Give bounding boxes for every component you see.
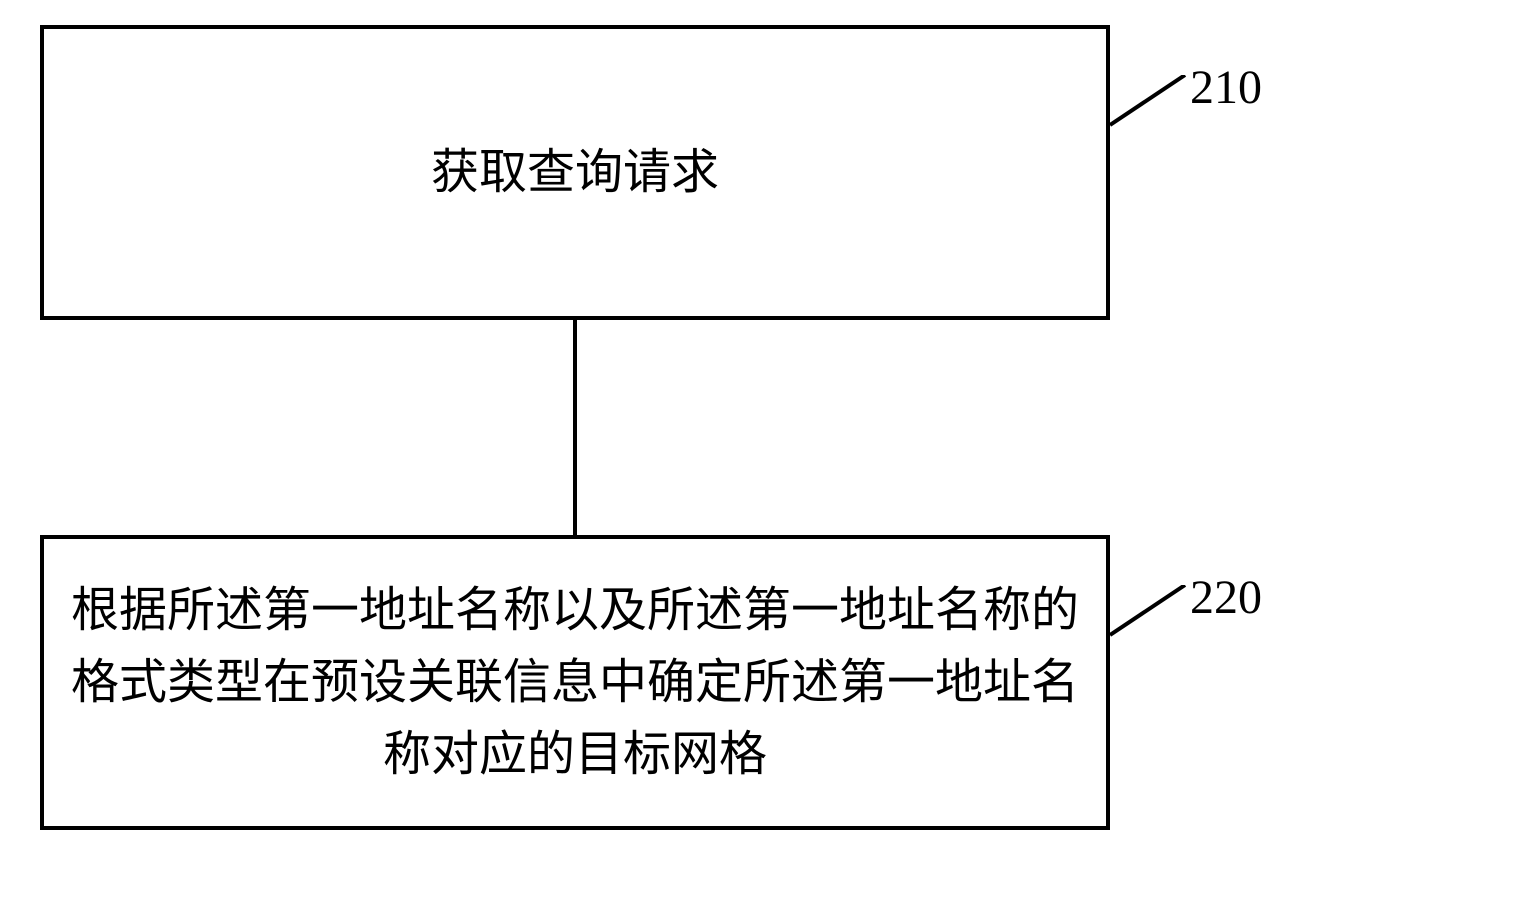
leader-line-1-path	[1110, 75, 1185, 125]
process-box-2: 根据所述第一地址名称以及所述第一地址名称的格式类型在预设关联信息中确定所述第一地…	[40, 535, 1110, 830]
process-box-1: 获取查询请求	[40, 25, 1110, 320]
flow-connector	[573, 320, 577, 535]
leader-line-2-path	[1110, 585, 1185, 635]
leader-line-1	[1110, 75, 1189, 129]
leader-line-2	[1110, 585, 1189, 639]
process-box-2-text: 根据所述第一地址名称以及所述第一地址名称的格式类型在预设关联信息中确定所述第一地…	[44, 575, 1106, 791]
step-label-210: 210	[1190, 60, 1262, 115]
process-box-1-text: 获取查询请求	[411, 137, 739, 209]
flowchart-container: 获取查询请求 210 根据所述第一地址名称以及所述第一地址名称的格式类型在预设关…	[0, 0, 1523, 912]
step-label-220: 220	[1190, 570, 1262, 625]
